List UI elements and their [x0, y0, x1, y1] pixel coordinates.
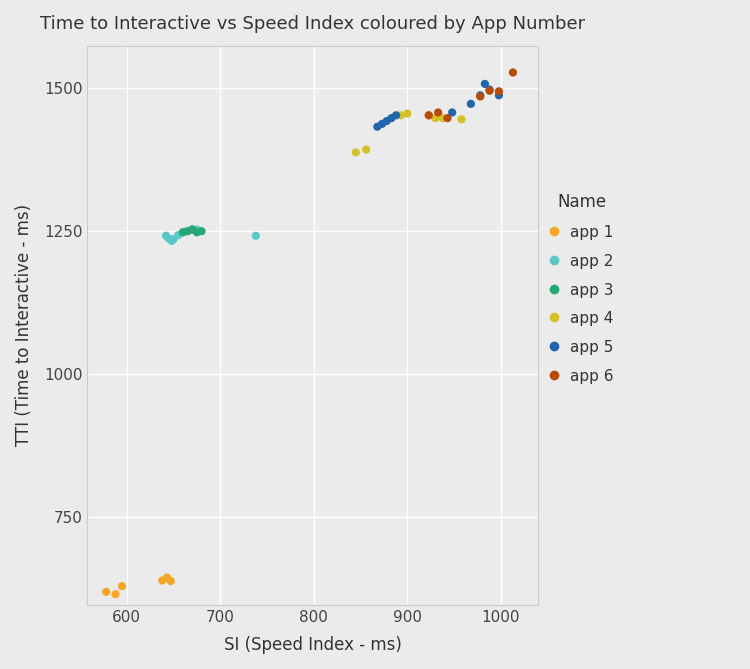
Point: [360, 145, 372, 155]
Point: [110, 589, 122, 599]
Legend: app 1, app 2, app 3, app 4, app 5, app 6: app 1, app 2, app 3, app 4, app 5, app 6: [550, 193, 614, 384]
Point: [465, 98, 477, 109]
Point: [186, 224, 198, 235]
Point: [166, 235, 178, 246]
Point: [196, 226, 208, 237]
Point: [394, 110, 406, 120]
Point: [163, 233, 175, 244]
Point: [436, 113, 448, 124]
Point: [160, 230, 172, 241]
Point: [423, 110, 435, 120]
Point: [250, 230, 262, 241]
Point: [182, 226, 194, 237]
Point: [423, 110, 435, 120]
Point: [484, 84, 496, 95]
Point: [156, 575, 168, 586]
Point: [479, 78, 491, 89]
Point: [350, 147, 361, 158]
Point: [484, 86, 496, 96]
Point: [446, 107, 458, 118]
Point: [493, 90, 505, 100]
Point: [474, 91, 486, 102]
Point: [191, 224, 203, 235]
Point: [191, 227, 203, 237]
Point: [161, 572, 173, 583]
Point: [177, 227, 189, 237]
Point: [381, 116, 393, 126]
Point: [429, 113, 441, 124]
Point: [401, 108, 413, 119]
Point: [493, 86, 505, 97]
Point: [100, 587, 112, 597]
Point: [167, 233, 179, 244]
Point: [386, 113, 398, 124]
Point: [182, 226, 194, 237]
Point: [376, 118, 388, 129]
X-axis label: SI (Speed Index - ms): SI (Speed Index - ms): [224, 636, 402, 654]
Point: [177, 227, 189, 237]
Point: [442, 113, 454, 124]
Title: Time to Interactive vs Speed Index coloured by App Number: Time to Interactive vs Speed Index colou…: [40, 15, 586, 33]
Point: [186, 224, 198, 235]
Point: [165, 576, 177, 587]
Point: [172, 230, 184, 241]
Point: [116, 581, 128, 591]
Point: [390, 110, 402, 120]
Point: [371, 121, 383, 132]
Point: [455, 114, 467, 124]
Y-axis label: TTI (Time to Interactive - ms): TTI (Time to Interactive - ms): [15, 204, 33, 446]
Point: [474, 90, 486, 100]
Point: [432, 107, 444, 118]
Point: [507, 67, 519, 78]
